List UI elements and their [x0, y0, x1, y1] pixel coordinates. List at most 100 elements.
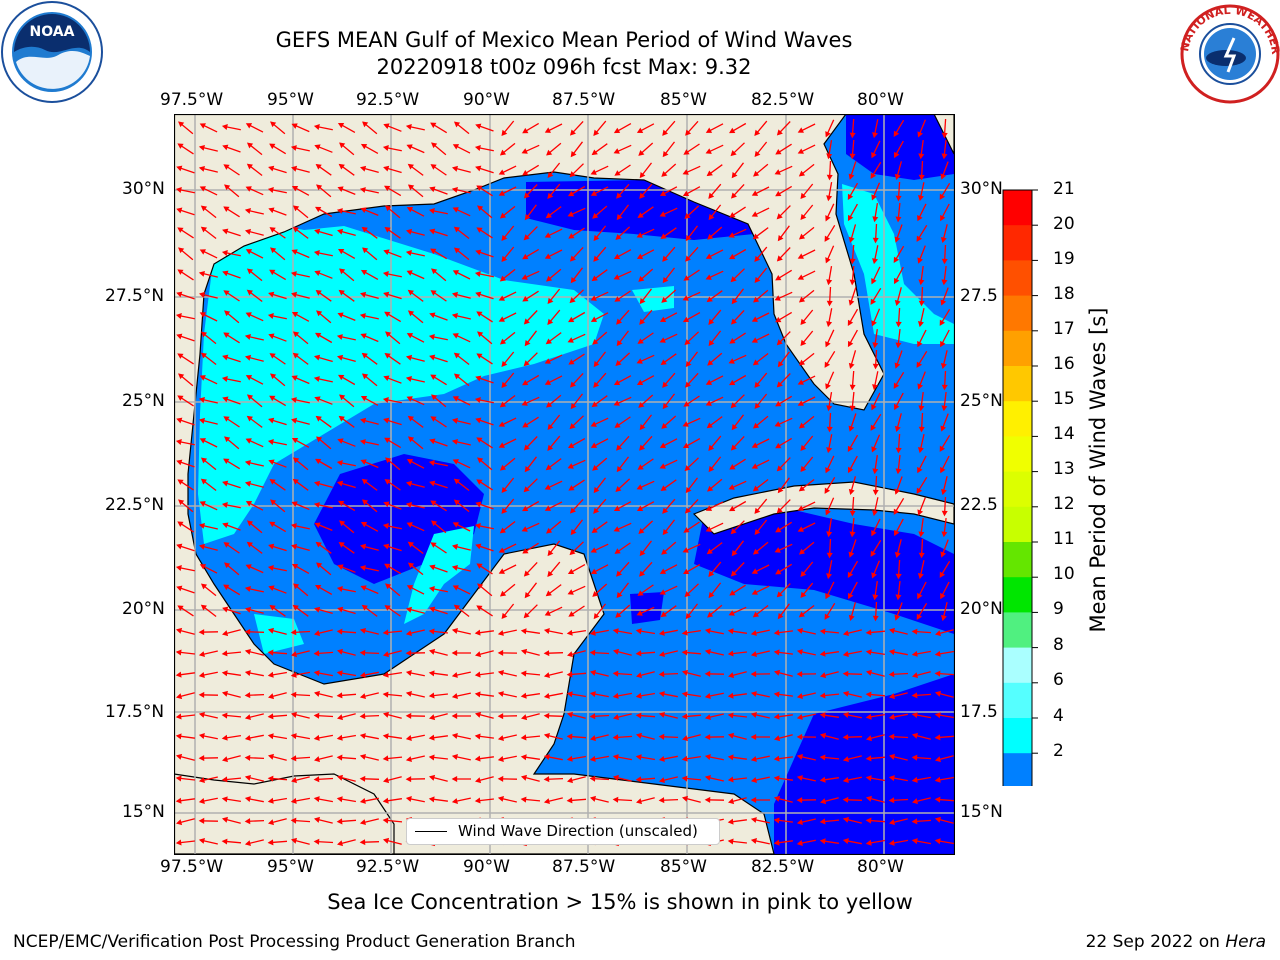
wind-arrow-head — [520, 628, 527, 635]
wind-arrow-head — [547, 570, 554, 577]
wind-arrow-head — [198, 522, 205, 529]
wind-arrow-head — [872, 363, 879, 370]
wind-arrow-head — [889, 819, 895, 826]
wind-arrow-head — [244, 649, 251, 655]
wind-arrow-head — [775, 316, 782, 323]
wind-arrow-head — [313, 650, 320, 657]
wind-arrow-head — [706, 296, 713, 303]
wind-arrow-head — [522, 127, 529, 134]
wind-arrow-head — [385, 331, 392, 338]
wind-arrow-head — [405, 712, 412, 719]
wind-arrow-head — [615, 612, 622, 618]
wind-arrow-head — [842, 776, 849, 783]
wind-arrow-head — [934, 796, 941, 803]
wind-arrow-head — [315, 584, 322, 591]
wind-arrow-head — [452, 396, 459, 402]
colorbar-band — [1003, 506, 1032, 543]
wind-arrow-head — [752, 485, 759, 492]
colorbar-frame — [1002, 189, 1033, 786]
wind-arrow-head — [176, 333, 183, 340]
colorbar-tick: 15 — [1053, 389, 1075, 409]
wind-arrow-head — [246, 520, 254, 527]
wind-arrow-head — [729, 212, 736, 218]
wind-arrow-head — [776, 129, 783, 136]
wind-arrow-head — [546, 401, 553, 408]
wind-arrow-head — [639, 318, 646, 325]
wind-arrow-head — [590, 795, 596, 802]
wind-arrow-head — [474, 629, 481, 636]
wind-arrow-head — [819, 692, 826, 699]
colorbar-tick: 19 — [1053, 249, 1075, 269]
wind-arrow-head — [705, 505, 713, 511]
wind-arrow-head — [570, 403, 577, 410]
wind-arrow-head — [175, 627, 183, 634]
wind-arrow-head — [291, 777, 297, 784]
wind-arrow-head — [826, 321, 833, 328]
wind-arrow-head — [407, 184, 415, 191]
wind-arrow-head — [569, 171, 576, 178]
wind-arrow-head — [912, 798, 918, 805]
wind-arrow-head — [501, 507, 508, 514]
wind-arrow-head — [316, 184, 323, 191]
wind-arrow-head — [934, 734, 941, 741]
wind-arrow-head — [566, 711, 573, 718]
wind-arrow-head — [681, 669, 688, 676]
colorbar-band — [1003, 190, 1032, 226]
wind-arrow-head — [849, 531, 856, 538]
wind-arrow-head — [270, 499, 277, 506]
graticule — [174, 114, 954, 854]
wind-arrow-head — [224, 310, 231, 317]
wind-arrow-head — [199, 186, 206, 192]
wind-arrow-head — [777, 235, 784, 242]
wind-arrow-head — [918, 552, 925, 559]
wind-arrow-head — [894, 551, 901, 559]
wind-arrow-head — [385, 205, 392, 212]
wind-arrow-head — [474, 777, 482, 784]
wind-arrow-head — [773, 735, 781, 742]
wind-arrow-head — [547, 318, 554, 325]
wind-arrow-head — [337, 122, 345, 129]
wind-arrow-head — [385, 457, 392, 464]
wind-arrow-head — [175, 313, 182, 320]
lat-label-right: 27.5 — [960, 286, 998, 306]
wind-arrow-head — [612, 670, 619, 677]
wind-arrow-head — [359, 628, 366, 634]
wind-arrow-head — [635, 712, 642, 719]
wind-arrow-head — [362, 247, 369, 254]
footer-date-text: 22 Sep 2022 on — [1085, 932, 1226, 952]
wind-arrow-head — [384, 185, 391, 192]
wind-arrow-head — [934, 670, 941, 677]
wind-arrow-head — [826, 573, 832, 580]
wind-arrow-head — [499, 464, 507, 471]
wind-arrow-head — [589, 691, 596, 698]
colorbar-band — [1003, 612, 1032, 649]
wind-arrow-head — [893, 130, 900, 137]
wind-arrow-head — [797, 127, 804, 133]
wind-arrow-head — [359, 565, 366, 571]
wind-arrow-head — [359, 713, 366, 720]
wind-arrow-head — [638, 528, 645, 535]
wind-arrow-head — [198, 671, 205, 678]
wind-arrow-head — [382, 711, 389, 718]
wind-arrow-head — [751, 442, 758, 448]
wind-arrow-head — [707, 611, 714, 618]
wind-arrow-head — [222, 522, 229, 529]
wind-arrow-head — [872, 216, 879, 223]
wind-arrow-head — [430, 290, 437, 296]
wind-arrow-head — [939, 319, 946, 326]
wind-arrow-head — [569, 507, 576, 514]
wind-arrow-head — [566, 733, 573, 740]
wind-arrow-head — [246, 415, 253, 422]
colorbar-tick: 14 — [1053, 424, 1075, 444]
wind-arrow-head — [849, 405, 856, 412]
wind-arrow-head — [314, 396, 321, 402]
wind-arrow-head — [451, 627, 458, 634]
wind-arrow-head — [849, 153, 856, 160]
wind-arrow-head — [428, 208, 435, 215]
wind-arrow-head — [592, 590, 599, 597]
wind-arrow-head — [405, 650, 412, 657]
wind-arrow-head — [826, 447, 833, 454]
wind-arrow-head — [612, 648, 619, 655]
wind-arrow-head — [682, 295, 689, 301]
wind-arrow-head — [175, 439, 182, 446]
